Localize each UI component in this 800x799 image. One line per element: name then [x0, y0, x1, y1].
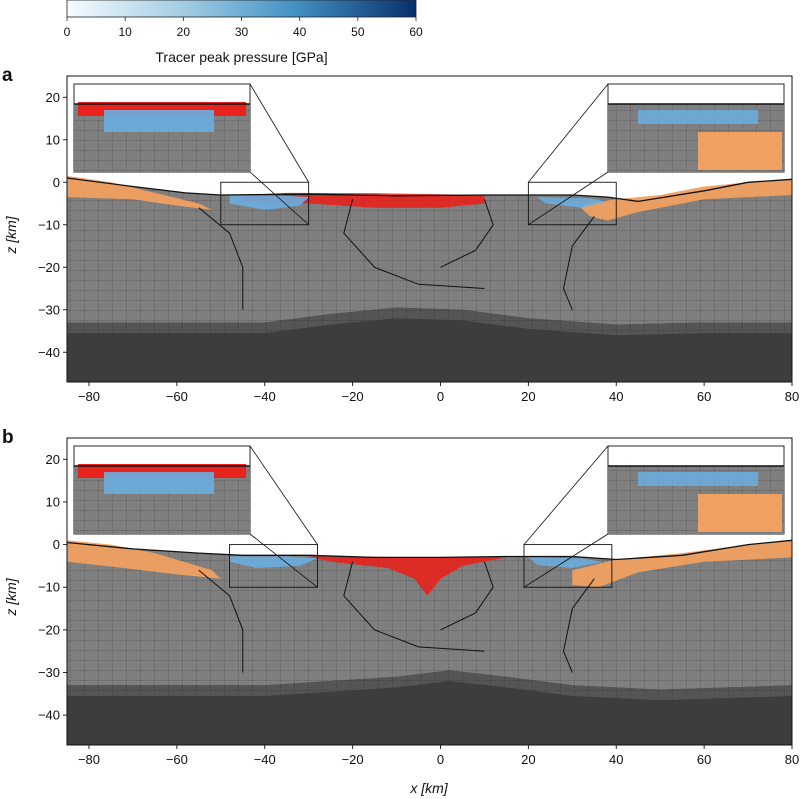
axes-frame [66, 437, 793, 746]
melt-zone [308, 556, 507, 596]
y-tick-label: −20 [38, 260, 60, 275]
shocked-zone-right [528, 557, 604, 568]
x-tick-label: 60 [697, 752, 711, 767]
y-tick-label: −10 [38, 580, 60, 595]
inset-left [73, 83, 251, 173]
zoom-connector [249, 83, 310, 183]
x-tick-label: 0 [437, 752, 444, 767]
panel-letter-a: a [2, 65, 13, 86]
y-tick-label: 10 [46, 132, 60, 147]
inset-shocked [638, 472, 758, 486]
melt-zone [242, 192, 485, 208]
zoom-connector [249, 171, 309, 226]
xlabel: x [km] [409, 780, 448, 796]
zoom-box-left [220, 181, 310, 226]
zoom-connector [249, 445, 318, 545]
moho-band-grid [67, 670, 792, 701]
colorbar-ticks: 0 10 20 30 40 50 60 [64, 17, 423, 39]
inset-shocked [104, 472, 214, 494]
colorbar-tick-label: 0 [64, 25, 71, 39]
colorbar-gradient [66, 0, 417, 18]
x-tick-label: −60 [166, 389, 188, 404]
y-tick-label: −10 [38, 217, 60, 232]
colorbar-tick-label: 30 [235, 25, 249, 39]
x-tick-label: −40 [254, 752, 276, 767]
colorbar-tick-label: 50 [351, 25, 365, 39]
x-tick-label: 80 [785, 389, 799, 404]
ylabel-a: z [km] [3, 215, 19, 254]
x-tick-label: 40 [609, 752, 623, 767]
shocked-zone-left [229, 195, 309, 210]
inset-right [607, 445, 785, 535]
sediment-left [67, 540, 221, 579]
zoom-box-right [523, 544, 613, 588]
deformation-line [343, 199, 485, 289]
colorbar-tick-label: 60 [409, 25, 423, 39]
deformation-line [198, 569, 244, 673]
colorbar-tick-label: 10 [118, 25, 132, 39]
zoom-box-right [527, 181, 617, 226]
sediment-left [67, 175, 212, 210]
deformation-line [562, 216, 595, 310]
sediment-right [572, 540, 792, 588]
sediment-right [581, 179, 792, 221]
deformation-line [198, 207, 244, 310]
inset-shocked [104, 110, 214, 132]
x-tick-label: 60 [697, 389, 711, 404]
surface-line [67, 177, 792, 203]
zoom-box-left [229, 544, 318, 588]
panel-a: a z [km] −80 −60 −40 −20 0 20 40 60 80 20 10 0 −10 −2… [2, 65, 799, 404]
zoom-connector [523, 533, 609, 588]
y-tick-label: −30 [38, 302, 60, 317]
panel-letter-b: b [2, 427, 14, 448]
y-tick-label: −40 [38, 345, 60, 360]
zoom-connector [528, 171, 609, 226]
deformation-line [343, 561, 485, 652]
x-tick-label: 20 [521, 752, 535, 767]
x-tick-label: −40 [254, 389, 276, 404]
x-tick-label: −80 [78, 752, 100, 767]
colorbar-tick-label: 40 [293, 25, 307, 39]
plot-area [67, 175, 792, 382]
ylabel-b: z [km] [3, 577, 19, 616]
deformation-line [440, 561, 494, 631]
x-tick-label: 20 [521, 389, 535, 404]
colorbar-tick-label: 20 [177, 25, 191, 39]
x-tick-label: −60 [166, 752, 188, 767]
moho-band-grid [67, 307, 792, 336]
inset-left [73, 445, 251, 535]
plot-area [67, 539, 792, 745]
shocked-zone-right [537, 197, 608, 208]
y-tick-label: 0 [53, 537, 60, 552]
inset-shocked [638, 110, 758, 124]
colorbar: 0 10 20 30 40 50 60 Tracer peak pressure [GPa] [64, 0, 423, 65]
y-tick-label: −20 [38, 622, 60, 637]
x-tick-label: −20 [342, 389, 364, 404]
x-tick-label: −80 [78, 389, 100, 404]
inset-right [607, 83, 785, 173]
deformation-line [440, 199, 494, 268]
deformation-line [562, 578, 595, 673]
axes-frame [66, 75, 793, 383]
shocked-zone-left [229, 556, 318, 568]
inset-sediment [698, 494, 782, 532]
y-tick-label: 20 [46, 90, 60, 105]
y-tick-label: −30 [38, 665, 60, 680]
zoom-connector [249, 533, 318, 588]
inset-sediment [698, 132, 782, 170]
surface-line [67, 539, 792, 561]
colorbar-label: Tracer peak pressure [GPa] [155, 49, 327, 65]
y-tick-label: 10 [46, 494, 60, 509]
zoom-connector [523, 445, 609, 545]
x-tick-label: 80 [785, 752, 799, 767]
y-tick-label: 0 [53, 175, 60, 190]
x-tick-label: 40 [609, 389, 623, 404]
x-tick-label: −20 [342, 752, 364, 767]
zoom-connector [528, 83, 609, 183]
y-tick-label: 20 [46, 452, 60, 467]
panel-b: b z [km] x [km] −80 −60 −40 −20 0 20 40 60 80 20 1… [2, 427, 799, 796]
x-tick-label: 0 [437, 389, 444, 404]
y-tick-label: −40 [38, 708, 60, 723]
